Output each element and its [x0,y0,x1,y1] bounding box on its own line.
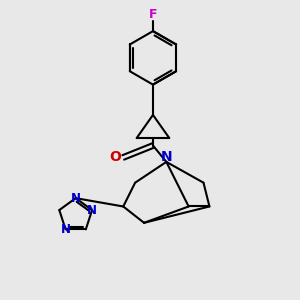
Text: N: N [71,192,81,205]
Text: O: O [109,150,121,164]
Text: N: N [160,150,172,164]
Text: N: N [61,223,70,236]
Text: N: N [87,204,97,217]
Text: F: F [149,8,157,21]
